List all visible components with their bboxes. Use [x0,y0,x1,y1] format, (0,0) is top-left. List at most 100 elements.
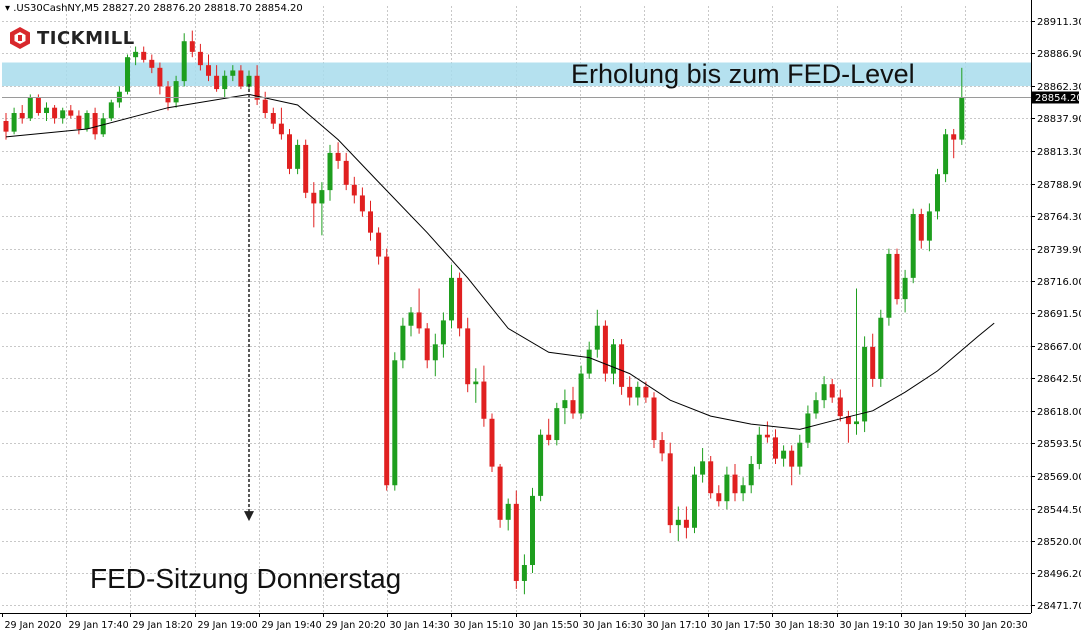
candle-body [125,57,130,92]
x-tick-label: 30 Jan 19:50 [904,620,964,631]
x-tick-label: 29 Jan 19:00 [198,620,258,631]
candle-body [108,102,114,119]
candle-body [627,386,633,398]
candle-body [740,485,746,494]
candle-body [311,192,317,204]
candle-body [821,384,827,401]
candle-body [773,437,778,459]
candle-body [262,99,268,114]
current-price-label: 28854.20 [1035,93,1081,104]
candle-body [400,325,406,361]
candle-body [505,503,511,520]
x-tick-label: 30 Jan 18:30 [775,620,835,631]
y-tick-label: 28496.20 [1037,569,1081,580]
candle-body [457,277,463,329]
symbol-info: ▾ .US30CashNY,M5 28827.20 28876.20 28818… [5,3,303,14]
candle-body [44,107,49,114]
candle-body [206,65,211,76]
grid-lines [2,6,1031,613]
candle-body [141,51,147,60]
candle-body [376,232,382,257]
candle-body [683,519,689,528]
candle-body [246,75,252,87]
candle-body [619,344,625,387]
candle-body [546,434,552,441]
x-tick-label: 30 Jan 16:30 [583,620,643,631]
candle-body [35,97,41,114]
candle-body [521,565,527,581]
candle-body [756,434,762,464]
candle-body [748,463,754,486]
candle-body [287,134,292,169]
candle-body [805,413,811,443]
candle-body [449,277,454,321]
candle-body [392,360,398,486]
candle-body [570,400,576,414]
y-tick-label: 28837.90 [1037,114,1081,125]
y-tick-label: 28593.50 [1037,439,1081,450]
candle-body [222,75,228,90]
candle-body [562,400,568,409]
candle-body [918,214,924,241]
candle-body [424,328,430,361]
y-tick-label: 28471.70 [1037,601,1081,612]
candle-body [943,134,949,175]
candle-body [910,214,916,278]
candle-body [351,184,357,196]
y-tick-label: 28716.00 [1037,277,1081,288]
candle-body [902,277,908,300]
candle-body [789,450,795,467]
x-tick-label: 29 Jan 17:40 [69,620,129,631]
symbol-info-text: .US30CashNY,M5 28827.20 28876.20 28818.7… [13,3,303,14]
candle-body [651,397,657,441]
brand-logo: TICKMILL [9,26,135,50]
current-price-box [1032,91,1079,104]
candle-body [894,253,900,300]
candle-body [343,160,349,185]
moving-average [5,93,995,430]
y-tick-label: 28813.30 [1037,147,1081,158]
candle-body [52,107,58,119]
candle-body [635,386,641,398]
candle-body [724,474,730,502]
y-tick-label: 28642.50 [1037,374,1081,385]
candle-body [11,113,17,132]
candle-body [667,453,673,526]
x-tick-label: 30 Jan 19:10 [840,620,900,631]
candle-body [489,418,495,467]
candle-body [481,381,487,419]
x-tick-label: 29 Jan 19:40 [262,620,322,631]
y-tick-label: 28739.90 [1037,245,1081,256]
candle-body [602,325,608,374]
y-tick-label: 28886.90 [1037,49,1081,60]
candle-body [368,211,373,233]
candle-body [797,442,803,467]
candle-body [60,110,66,119]
candle-body [878,317,884,379]
candle-body [432,344,438,361]
candle-body [465,328,471,385]
candle-body [578,373,584,414]
ma-line [5,93,995,430]
x-tick-label: 30 Jan 17:10 [647,620,707,631]
symbol-dropdown-icon[interactable]: ▾ [5,3,14,14]
y-tick-label: 28862.30 [1037,82,1081,93]
candle-body [181,41,187,82]
candle-body [133,51,139,58]
annotation-fed-meeting: FED-Sitzung Donnerstag [90,563,402,594]
candle-body [19,113,25,119]
candle-body [270,113,276,124]
candle-body [935,174,940,212]
y-tick-label: 28618.00 [1037,407,1081,418]
x-tick-label: 29 Jan 18:20 [133,620,193,631]
candle-body [692,474,697,528]
candle-body [84,113,90,129]
x-tick-label: 30 Jan 15:10 [454,620,514,631]
candle-body [513,503,519,581]
candle-body [594,325,600,350]
x-tick-label: 30 Jan 17:50 [711,620,771,631]
candle-body [3,120,9,132]
y-tick-label: 28544.50 [1037,505,1081,516]
candles [3,30,965,595]
